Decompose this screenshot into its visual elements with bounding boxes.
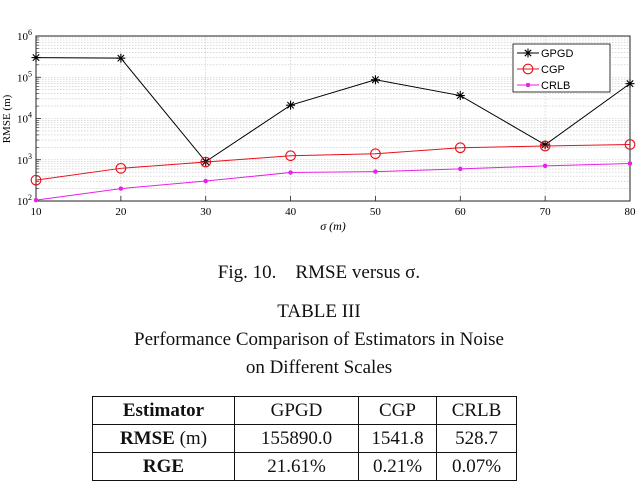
x-tick-label: 30	[200, 206, 212, 218]
legend-label-crlb: CRLB	[541, 80, 570, 92]
series-gpgd	[31, 53, 635, 167]
table-label: TABLE III	[277, 301, 361, 322]
series-line-crlb	[35, 163, 631, 201]
x-tick-label: 70	[540, 206, 552, 218]
asterisk-stroke	[371, 76, 380, 84]
legend-marker-gpgd	[523, 48, 533, 58]
cell-rge-cgp: 0.21%	[358, 452, 437, 481]
y-tick-exponent: 4	[28, 111, 32, 120]
data-point-cgp	[539, 140, 551, 152]
series-layer	[30, 53, 636, 203]
y-tick-base: 10	[17, 31, 29, 43]
x-axis-label: σ (m)	[320, 219, 346, 233]
data-point-cgp	[200, 156, 212, 168]
data-point-crlb	[118, 186, 124, 191]
series-crlb	[33, 161, 633, 203]
cell-rmse-gpgd: 155890.0	[234, 424, 359, 453]
data-point-crlb	[203, 178, 208, 184]
table-title-line-1: Performance Comparison of Estimators in …	[134, 329, 504, 350]
data-point-crlb	[627, 161, 633, 166]
series-line-gpgd	[35, 57, 631, 163]
legend-label-cgp: CGP	[541, 64, 565, 76]
y-tick-base: 10	[17, 196, 29, 208]
legend-marker-cgp	[522, 63, 534, 75]
row-label-rge: RGE	[92, 452, 235, 481]
figure-caption: Fig. 10. RMSE versus σ.	[217, 262, 421, 283]
data-point-gpgd	[540, 140, 550, 150]
y-tick-label: 104	[17, 111, 32, 126]
row-unit: (m)	[179, 427, 208, 449]
y-tick-base: 10	[17, 114, 29, 126]
x-tick-label: 50	[370, 206, 382, 218]
y-tick-base: 10	[17, 155, 29, 167]
cell-rge-crlb: 0.07%	[436, 452, 517, 481]
comparison-table: Estimator GPGD CGP CRLB RMSE (m) 155890.…	[92, 396, 517, 481]
data-point-gpgd	[625, 79, 635, 89]
asterisk-stroke	[626, 80, 634, 88]
x-tick-label: 80	[625, 206, 637, 218]
legend-marker-crlb	[525, 82, 531, 88]
x-tick-label: 10	[31, 206, 43, 218]
data-point-cgp	[30, 174, 42, 186]
data-point-cgp	[370, 148, 381, 160]
data-point-crlb	[373, 169, 378, 174]
asterisk-stroke	[541, 141, 549, 149]
row-label-rmse: RMSE (m)	[92, 424, 235, 453]
table-row-rmse: RMSE (m) 155890.0 1541.8 528.7	[92, 424, 517, 453]
series-line-cgp	[35, 143, 631, 181]
header-crlb: CRLB	[436, 396, 517, 425]
data-point-gpgd	[370, 75, 380, 85]
data-point-gpgd	[31, 53, 41, 63]
header-cgp: CGP	[358, 396, 437, 425]
asterisk-stroke	[456, 91, 464, 100]
y-axis-label: RMSE (m)	[1, 94, 13, 143]
table-row-rge: RGE 21.61% 0.21% 0.07%	[92, 452, 517, 481]
series-cgp	[30, 139, 636, 186]
y-tick-label: 106	[17, 28, 32, 43]
data-point-cgp	[624, 139, 636, 150]
row-label-text: RGE	[142, 455, 185, 477]
header-gpgd: GPGD	[234, 396, 359, 425]
y-tick-exponent: 6	[28, 28, 32, 37]
table-header-row: Estimator GPGD CGP CRLB	[92, 396, 517, 425]
data-point-gpgd	[455, 91, 465, 101]
data-point-crlb	[458, 166, 463, 172]
y-tick-label: 103	[17, 152, 32, 167]
data-point-cgp	[285, 150, 296, 162]
y-tick-exponent: 3	[28, 152, 32, 161]
data-point-cgp	[454, 142, 466, 154]
cell-rmse-cgp: 1541.8	[358, 424, 437, 453]
x-tick-label: 20	[115, 206, 127, 218]
cell-rmse-crlb: 528.7	[436, 424, 517, 453]
data-point-gpgd	[116, 53, 126, 63]
asterisk-stroke	[117, 54, 125, 62]
x-tick-label: 40	[285, 206, 297, 218]
header-estimator: Estimator	[92, 396, 235, 425]
y-tick-base: 10	[17, 72, 29, 84]
data-point-crlb	[33, 197, 39, 203]
row-label-text: RMSE	[119, 427, 175, 449]
data-point-cgp	[115, 162, 127, 174]
data-point-crlb	[288, 170, 293, 175]
table-title-line-2: on Different Scales	[245, 357, 393, 378]
asterisk-stroke	[32, 53, 40, 62]
y-tick-label: 105	[17, 69, 32, 84]
y-tick-label: 102	[17, 193, 32, 208]
data-point-gpgd	[286, 100, 296, 110]
y-tick-exponent: 5	[28, 69, 32, 78]
x-tick-label: 60	[455, 206, 467, 218]
legend-label-gpgd: GPGD	[541, 48, 573, 60]
asterisk-stroke	[286, 101, 295, 109]
asterisk-stroke	[524, 49, 532, 57]
cell-rge-gpgd: 21.61%	[234, 452, 359, 481]
data-point-crlb	[542, 163, 548, 169]
legend: GPGD CGP CRLB	[512, 43, 611, 93]
y-tick-exponent: 2	[28, 193, 32, 202]
